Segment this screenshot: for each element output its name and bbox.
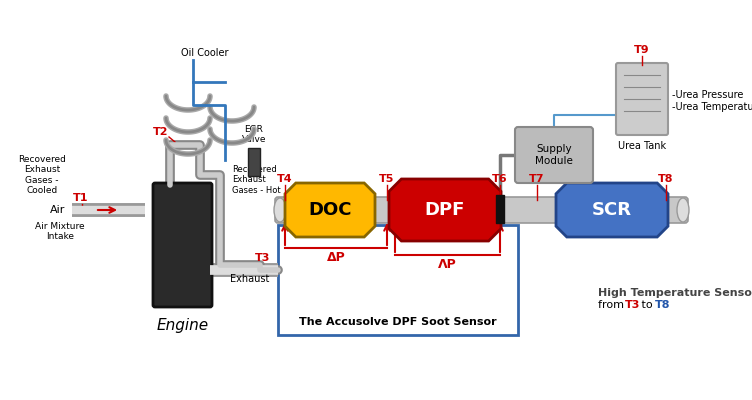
FancyBboxPatch shape <box>515 127 593 183</box>
Text: DPF: DPF <box>425 201 465 219</box>
FancyBboxPatch shape <box>616 63 668 135</box>
Text: High Temperature Sensor: High Temperature Sensor <box>598 288 752 298</box>
FancyBboxPatch shape <box>248 148 260 176</box>
Text: T3: T3 <box>625 300 641 310</box>
Text: The Accusolve DPF Soot Sensor: The Accusolve DPF Soot Sensor <box>299 317 497 327</box>
Text: ΔP: ΔP <box>326 251 345 264</box>
Text: to: to <box>638 300 656 310</box>
Text: -Urea Pressure
-Urea Temperature: -Urea Pressure -Urea Temperature <box>672 90 752 112</box>
Polygon shape <box>285 183 375 237</box>
Text: ΛP: ΛP <box>438 258 456 271</box>
FancyBboxPatch shape <box>153 183 212 307</box>
Text: T8: T8 <box>658 174 674 184</box>
FancyBboxPatch shape <box>496 195 504 223</box>
Text: Urea Tank: Urea Tank <box>618 141 666 151</box>
Text: SCR: SCR <box>592 201 632 219</box>
Ellipse shape <box>677 198 689 222</box>
Text: Recovered
Exhaust
Gases - Hot: Recovered Exhaust Gases - Hot <box>232 165 280 195</box>
Text: Air: Air <box>50 205 65 215</box>
FancyBboxPatch shape <box>275 197 688 223</box>
Polygon shape <box>556 183 668 237</box>
Ellipse shape <box>274 198 286 222</box>
Text: Recovered
Exhaust
Gases -
Cooled: Recovered Exhaust Gases - Cooled <box>18 155 66 195</box>
Text: T4: T4 <box>277 174 293 184</box>
Text: EGR
Valve: EGR Valve <box>241 125 266 144</box>
Text: T9: T9 <box>634 45 650 55</box>
Text: T2: T2 <box>153 127 168 137</box>
Text: T1: T1 <box>73 193 89 203</box>
Text: T5: T5 <box>379 174 395 184</box>
Text: Oil Cooler: Oil Cooler <box>181 48 229 58</box>
Text: from: from <box>598 300 627 310</box>
Text: T7: T7 <box>529 174 544 184</box>
Text: T6: T6 <box>493 174 508 184</box>
Text: Air Mixture
Intake: Air Mixture Intake <box>35 222 85 241</box>
Text: T8: T8 <box>655 300 671 310</box>
Text: Exhaust: Exhaust <box>230 274 270 284</box>
Text: T3: T3 <box>255 253 271 263</box>
Text: Engine: Engine <box>157 318 209 333</box>
Text: DOC: DOC <box>308 201 352 219</box>
Text: Supply
Module: Supply Module <box>535 144 573 166</box>
Polygon shape <box>389 179 501 241</box>
